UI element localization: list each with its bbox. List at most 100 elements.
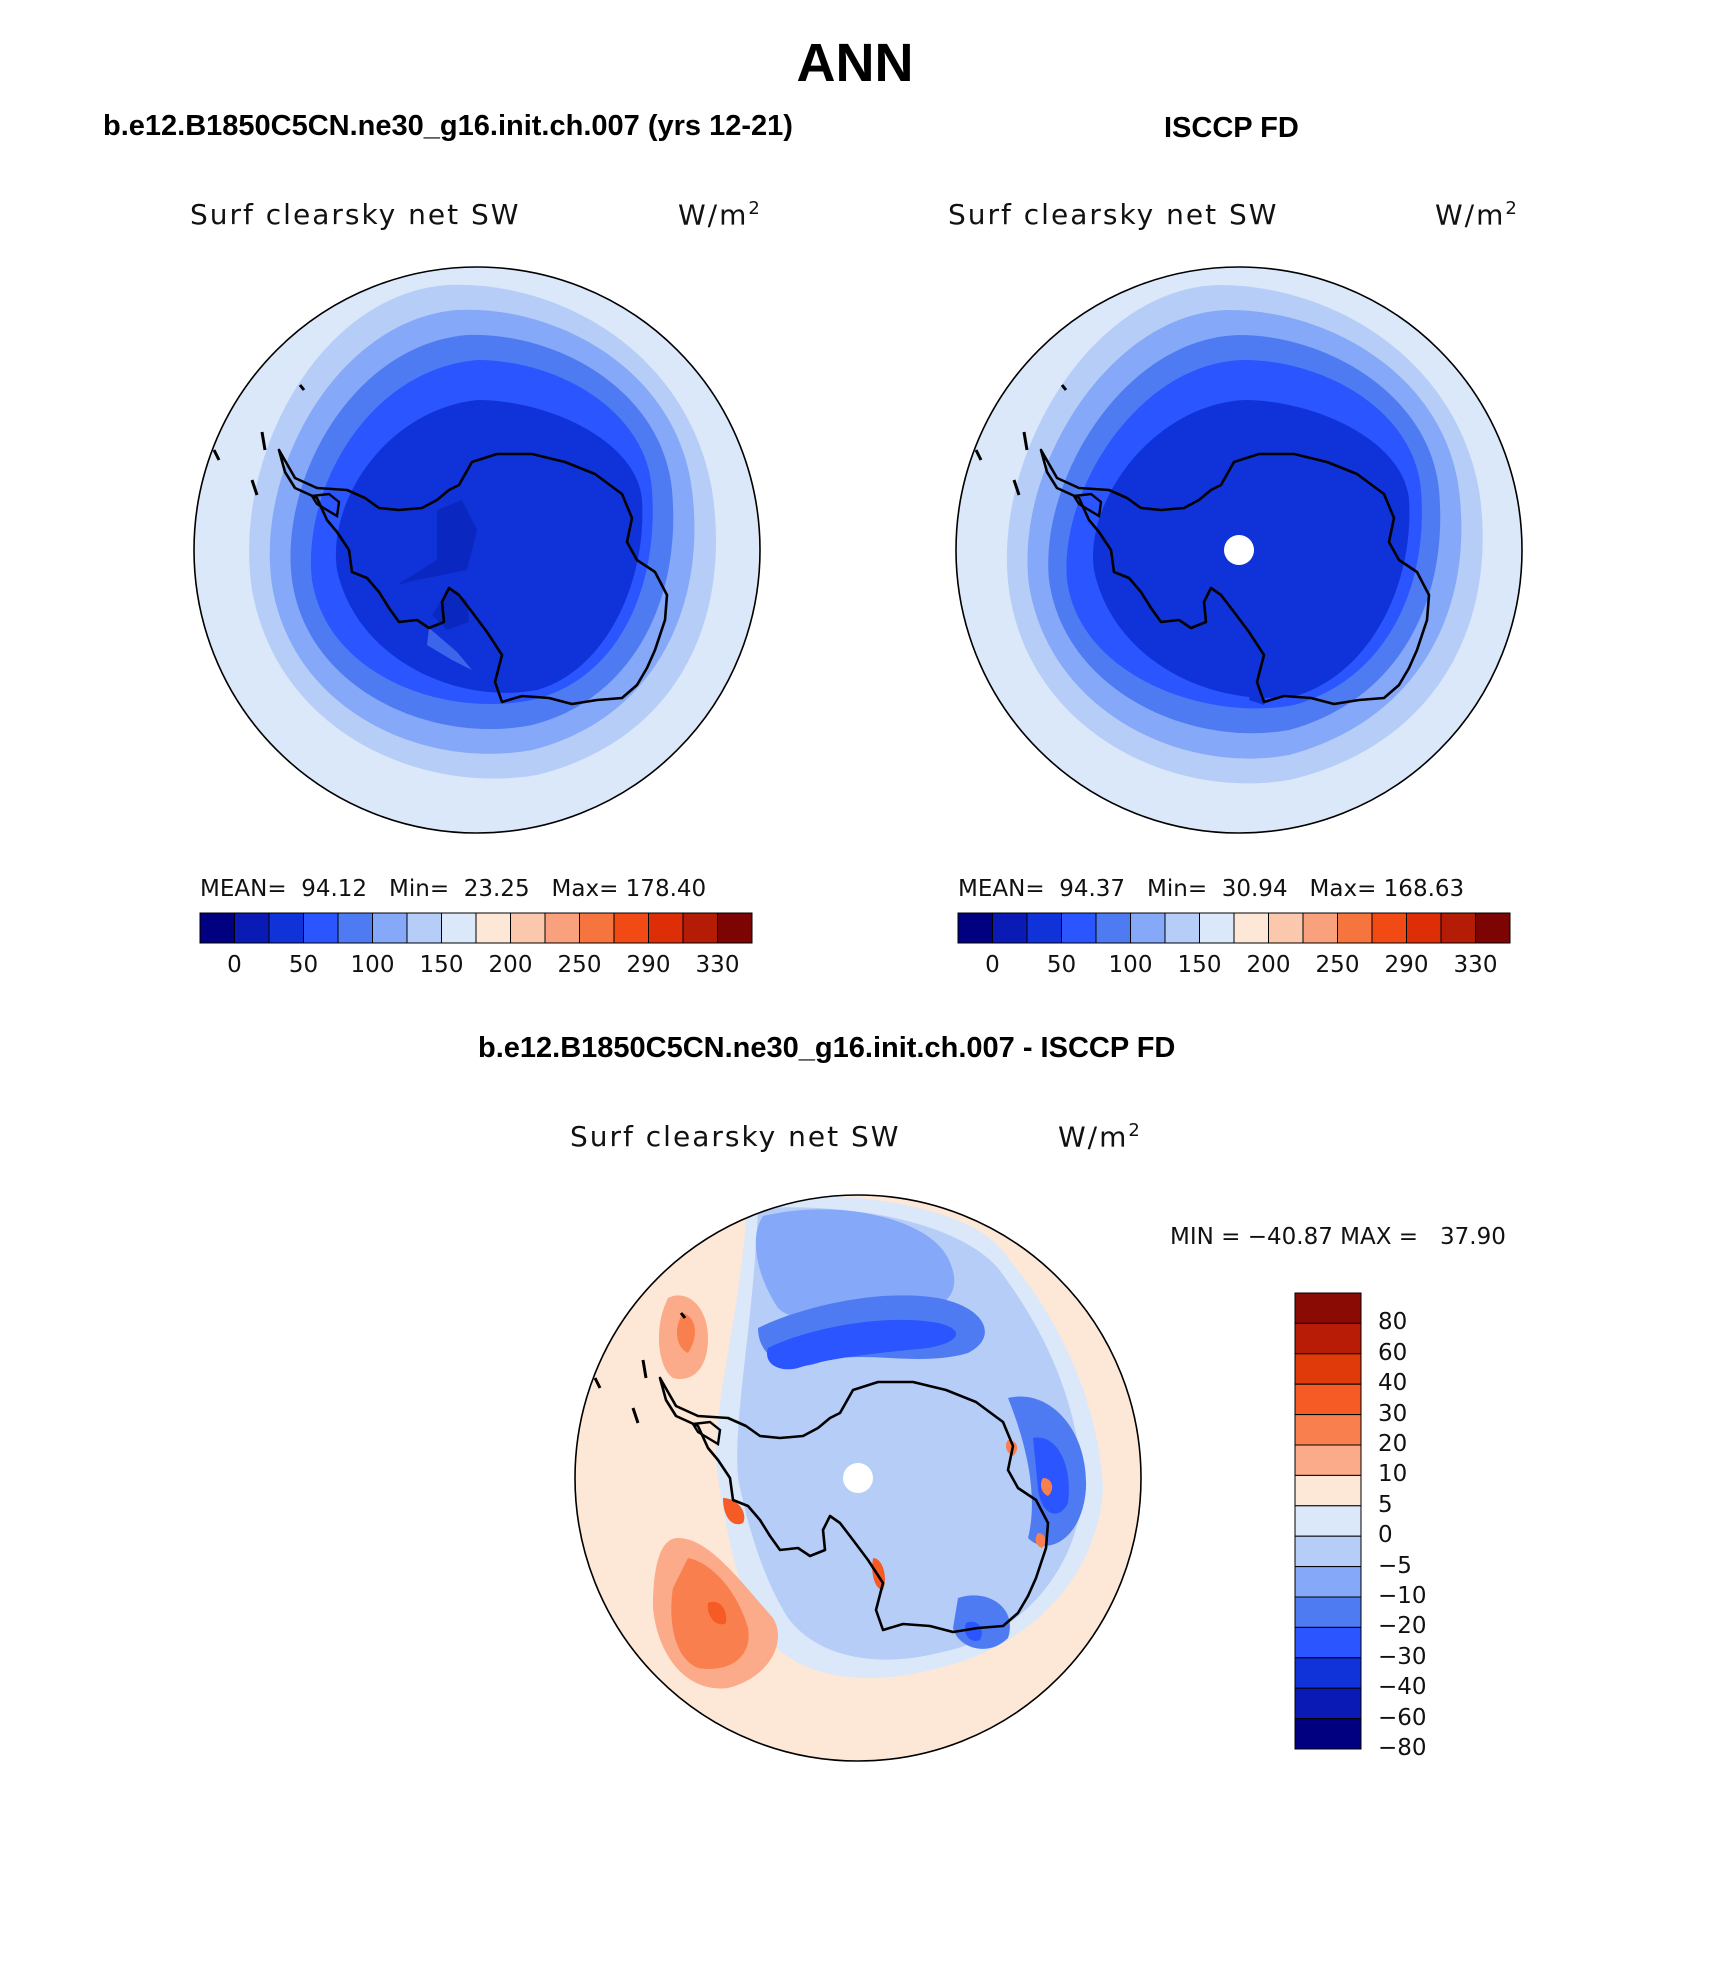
model-colorbar-swatch xyxy=(544,912,580,944)
diff-units-label: W/m2 xyxy=(1058,1120,1142,1154)
obs-colorbar-swatch xyxy=(1371,912,1407,944)
model-colorbar-swatch xyxy=(441,912,477,944)
diff-colorbar-swatch xyxy=(1294,1474,1362,1507)
model-colorbar-swatch xyxy=(337,912,373,944)
obs-colorbar-tick-label: 200 xyxy=(1246,952,1291,978)
obs-colorbar-tick-label: 250 xyxy=(1315,952,1360,978)
diff-colorbar-tick-label: −20 xyxy=(1378,1613,1427,1640)
model-colorbar-swatch xyxy=(372,912,408,944)
diff-colorbar-swatch xyxy=(1294,1596,1362,1628)
model-stats: MEAN= 94.12 Min= 23.25 Max= 178.40 xyxy=(200,876,707,902)
model-colorbar-swatch xyxy=(510,912,546,944)
obs-stats: MEAN= 94.37 Min= 30.94 Max= 168.63 xyxy=(958,876,1465,902)
diff-panel-header: b.e12.B1850C5CN.ne30_g16.init.ch.007 - I… xyxy=(478,1032,1176,1064)
obs-colorbar-tick-label: 100 xyxy=(1108,952,1153,978)
model-variable-label: Surf clearsky net SW xyxy=(190,198,521,231)
model-colorbar-swatch xyxy=(303,912,339,944)
obs-colorbar-swatch xyxy=(1199,912,1235,944)
model-colorbar-swatch xyxy=(579,912,615,944)
obs-colorbar-swatch xyxy=(957,912,993,944)
obs-colorbar-tick-label: 50 xyxy=(1046,952,1077,978)
model-colorbar-tick-label: 330 xyxy=(695,952,740,978)
model-colorbar-tick-label: 50 xyxy=(288,952,319,978)
diff-colorbar-tick-label: −5 xyxy=(1378,1552,1412,1579)
obs-colorbar-swatch xyxy=(1061,912,1097,944)
diff-colorbar xyxy=(1294,1292,1362,1750)
diff-colorbar-swatch xyxy=(1294,1687,1362,1720)
obs-units-label: W/m2 xyxy=(1435,198,1519,232)
obs-colorbar-tick-label: 150 xyxy=(1177,952,1222,978)
obs-colorbar-swatch xyxy=(1095,912,1131,944)
model-colorbar-tick-label: 100 xyxy=(350,952,395,978)
obs-colorbar-swatch xyxy=(1130,912,1166,944)
obs-colorbar-swatch xyxy=(1337,912,1373,944)
diff-colorbar-swatch xyxy=(1294,1566,1362,1598)
diff-colorbar-tick-label: −40 xyxy=(1378,1674,1427,1701)
diff-colorbar-tick-label: −80 xyxy=(1378,1735,1427,1761)
model-colorbar-swatch xyxy=(475,912,511,944)
obs-colorbar-swatch xyxy=(1440,912,1476,944)
diff-colorbar-tick-label: 40 xyxy=(1378,1370,1408,1397)
model-colorbar-swatch xyxy=(234,912,270,944)
model-colorbar-tick-label: 150 xyxy=(419,952,464,978)
diff-colorbar-swatch xyxy=(1294,1292,1362,1324)
diff-colorbar-tick-label: −30 xyxy=(1378,1643,1427,1670)
model-colorbar-swatch xyxy=(648,912,684,944)
diff-polar-map xyxy=(574,1194,1142,1762)
obs-colorbar-tick-label: 0 xyxy=(985,952,1000,978)
figure-title: ANN xyxy=(796,33,914,93)
obs-colorbar-swatch xyxy=(1268,912,1304,944)
model-colorbar-tick-label: 290 xyxy=(626,952,671,978)
obs-colorbar-swatch xyxy=(1233,912,1269,944)
diff-colorbar-tick-label: 0 xyxy=(1378,1522,1393,1549)
obs-colorbar xyxy=(957,912,1511,944)
diff-colorbar-swatch xyxy=(1294,1718,1362,1750)
diff-colorbar-swatch xyxy=(1294,1626,1362,1659)
diff-colorbar-swatch xyxy=(1294,1353,1362,1385)
obs-colorbar-swatch xyxy=(1475,912,1511,944)
obs-variable-label: Surf clearsky net SW xyxy=(948,198,1279,231)
model-colorbar-tick-label: 200 xyxy=(488,952,533,978)
model-colorbar-swatch xyxy=(199,912,235,944)
diff-colorbar-swatch xyxy=(1294,1383,1362,1416)
obs-colorbar-swatch xyxy=(1026,912,1062,944)
obs-colorbar-swatch xyxy=(1302,912,1338,944)
diff-colorbar-tick-label: 80 xyxy=(1378,1309,1408,1336)
diff-colorbar-swatch xyxy=(1294,1505,1362,1537)
diff-variable-label: Surf clearsky net SW xyxy=(570,1120,901,1153)
obs-colorbar-tick-label: 290 xyxy=(1384,952,1429,978)
model-colorbar-tick-label: 0 xyxy=(227,952,242,978)
diff-colorbar-tick-label: 30 xyxy=(1378,1400,1408,1427)
model-polar-map xyxy=(193,266,761,834)
diff-colorbar-swatch xyxy=(1294,1444,1362,1476)
diff-colorbar-tick-label: 5 xyxy=(1378,1491,1393,1518)
obs-colorbar-swatch xyxy=(992,912,1028,944)
diff-colorbar-swatch xyxy=(1294,1535,1362,1568)
diff-colorbar-tick-label: 20 xyxy=(1378,1431,1408,1457)
diff-colorbar-swatch xyxy=(1294,1322,1362,1355)
model-colorbar-swatch xyxy=(268,912,304,944)
model-colorbar-tick-label: 250 xyxy=(557,952,602,978)
obs-panel-header: ISCCP FD xyxy=(1164,112,1299,144)
diff-colorbar-ticks: 80 60 40 30 20 10 5 0 −5 −10 −20 −30 −40 −60 −80 xyxy=(1378,1293,1458,1761)
model-colorbar-swatch xyxy=(613,912,649,944)
obs-colorbar-swatch xyxy=(1164,912,1200,944)
diff-colorbar-tick-label: 10 xyxy=(1378,1461,1408,1488)
model-colorbar-swatch xyxy=(682,912,718,944)
model-panel-header: b.e12.B1850C5CN.ne30_g16.init.ch.007 (yr… xyxy=(103,110,793,142)
model-colorbar-swatch xyxy=(717,912,753,944)
obs-polar-map xyxy=(955,266,1523,834)
model-colorbar xyxy=(199,912,753,944)
diff-colorbar-tick-label: 60 xyxy=(1378,1339,1408,1366)
diff-colorbar-swatch xyxy=(1294,1657,1362,1689)
diff-minmax: MIN = −40.87 MAX = 37.90 xyxy=(1170,1224,1506,1250)
model-units-label: W/m2 xyxy=(678,198,762,232)
diff-colorbar-tick-label: −60 xyxy=(1378,1704,1427,1731)
obs-colorbar-tick-label: 330 xyxy=(1453,952,1498,978)
model-colorbar-ticks: 0 50 100 150 200 250 290 330 xyxy=(200,952,752,982)
obs-colorbar-ticks: 0 50 100 150 200 250 290 330 xyxy=(958,952,1510,982)
model-colorbar-swatch xyxy=(406,912,442,944)
obs-colorbar-swatch xyxy=(1406,912,1442,944)
diff-colorbar-swatch xyxy=(1294,1414,1362,1446)
diff-colorbar-tick-label: −10 xyxy=(1378,1583,1427,1609)
